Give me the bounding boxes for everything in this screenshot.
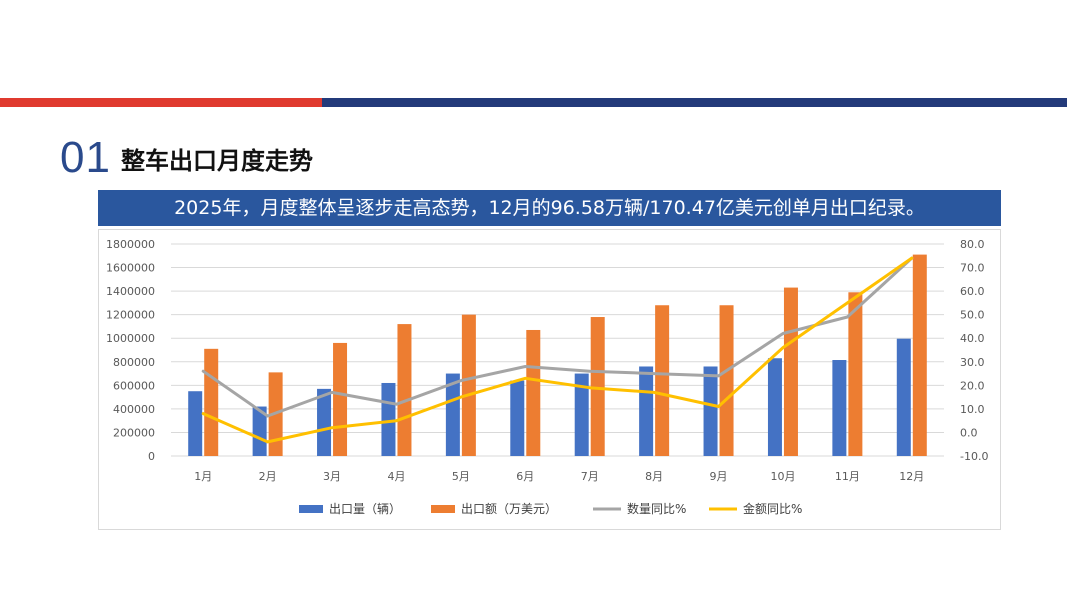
volume-bar <box>574 373 589 456</box>
amount-bar <box>719 305 734 456</box>
amount-yoy-line <box>201 256 914 444</box>
volume-bar <box>188 391 203 456</box>
combo-chart: 1800000 1600000 1400000 1200000 1000000 80000… <box>106 238 988 516</box>
left-axis-tick-label: 1600000 <box>106 262 155 275</box>
volume-bar <box>381 382 396 456</box>
right-axis-tick-label: -10.0 <box>960 450 988 463</box>
chart-container: 1800000 1600000 1400000 1200000 1000000 80000… <box>98 229 1001 530</box>
legend-label: 出口额（万美元） <box>461 502 557 516</box>
left-axis-tick-label: 1200000 <box>106 309 155 322</box>
x-axis-category-label: 4月 <box>387 470 405 483</box>
right-axis-tick-label: 70.0 <box>960 262 985 275</box>
amount-bar <box>333 342 348 456</box>
header-accent-blue-bar <box>322 98 1067 107</box>
right-axis-tick-label: 50.0 <box>960 309 985 322</box>
amount-bar <box>655 305 670 456</box>
amount-bar <box>912 254 927 456</box>
volume-bar <box>767 358 782 456</box>
section-number: 01 <box>60 133 111 182</box>
section-title: 整车出口月度走势 <box>121 147 313 175</box>
header-accent-red-bar <box>0 98 322 107</box>
amount-bar <box>783 287 798 456</box>
amount-bar <box>848 292 863 456</box>
amount-bar <box>526 329 541 456</box>
right-axis-tick-label: 80.0 <box>960 238 985 251</box>
x-axis-category-label: 5月 <box>452 470 470 483</box>
left-axis-tick-label: 1400000 <box>106 285 155 298</box>
left-axis-tick-label: 600000 <box>113 379 155 392</box>
amount-bar <box>397 324 412 456</box>
volume-yoy-line <box>201 256 914 418</box>
amount-bar <box>590 317 605 456</box>
legend-swatch <box>431 505 455 513</box>
legend-label: 金额同比% <box>743 501 802 516</box>
x-axis-category-label: 3月 <box>323 470 341 483</box>
right-axis-tick-label: 0.0 <box>960 426 978 439</box>
x-axis-category-label: 9月 <box>710 470 728 483</box>
x-axis-category-label: 2月 <box>259 470 277 483</box>
left-axis-tick-label: 0 <box>148 450 155 463</box>
right-axis-tick-label: 30.0 <box>960 356 985 369</box>
right-axis-tick-label: 20.0 <box>960 379 985 392</box>
left-axis-tick-label: 1800000 <box>106 238 155 251</box>
volume-bar <box>510 380 525 456</box>
volume-bar <box>639 366 654 456</box>
left-axis-tick-label: 800000 <box>113 356 155 369</box>
x-axis-category-label: 10月 <box>770 470 795 483</box>
right-axis-tick-label: 10.0 <box>960 403 985 416</box>
x-axis-category-label: 12月 <box>899 470 924 483</box>
amount-bar <box>204 348 219 456</box>
x-axis-category-label: 6月 <box>516 470 534 483</box>
left-axis-tick-label: 200000 <box>113 426 155 439</box>
volume-bar <box>896 338 911 456</box>
x-axis-category-label: 1月 <box>194 470 212 483</box>
x-axis-category-label: 8月 <box>645 470 663 483</box>
volume-bar <box>252 406 267 456</box>
volume-bar <box>832 360 847 456</box>
right-axis-tick-label: 40.0 <box>960 332 985 345</box>
legend-swatch <box>299 505 323 513</box>
legend-label: 数量同比% <box>627 501 686 516</box>
volume-bar <box>317 388 332 456</box>
left-axis-tick-label: 400000 <box>113 403 155 416</box>
summary-banner: 2025年，月度整体呈逐步走高态势，12月的96.58万辆/170.47亿美元创… <box>98 190 1001 226</box>
legend-label: 出口量（辆） <box>329 502 401 516</box>
right-axis-tick-label: 60.0 <box>960 285 985 298</box>
x-axis-category-label: 7月 <box>581 470 599 483</box>
volume-bar <box>703 366 718 456</box>
amount-bar <box>461 314 476 456</box>
volume-bar <box>445 373 460 456</box>
left-axis-tick-label: 1000000 <box>106 332 155 345</box>
x-axis-category-label: 11月 <box>835 470 860 483</box>
